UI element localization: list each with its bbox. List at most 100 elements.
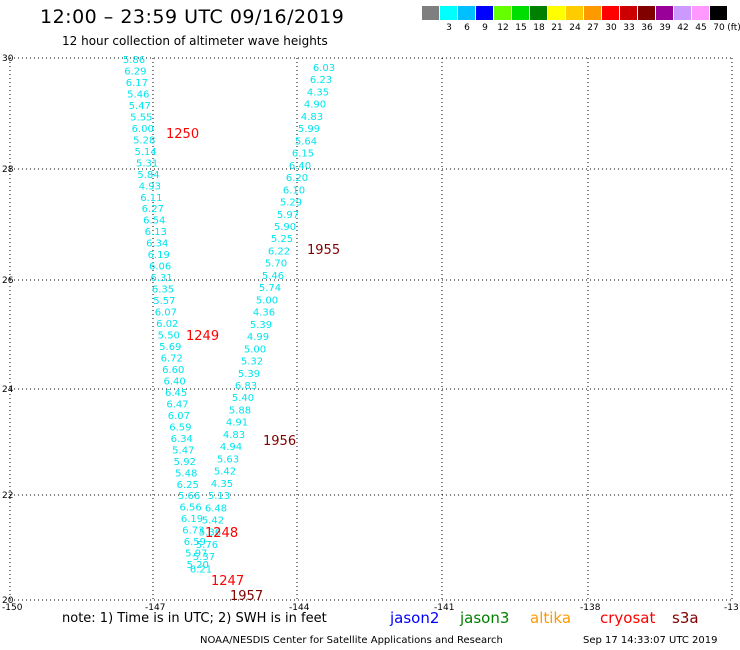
scale-label: 45 bbox=[695, 23, 707, 33]
wave-height-value: 5.00 bbox=[256, 295, 278, 306]
scale-label: 70 bbox=[713, 23, 725, 33]
scale-label: 12 bbox=[497, 23, 509, 33]
wave-height-value: 5.64 bbox=[295, 136, 317, 147]
wave-height-value: 6.20 bbox=[286, 173, 308, 184]
wave-height-value: 6.54 bbox=[143, 216, 165, 227]
scale-swatch bbox=[674, 6, 691, 20]
wave-height-value: 6.11 bbox=[140, 193, 162, 204]
wave-height-value: 5.32 bbox=[241, 357, 263, 368]
wave-height-value: 6.40 bbox=[289, 161, 311, 172]
wave-height-value: 6.56 bbox=[179, 503, 201, 514]
wave-height-value: 6.13 bbox=[145, 227, 167, 238]
scale-unit: (ft) bbox=[727, 23, 740, 33]
latitude-label: 24 bbox=[2, 385, 14, 395]
wave-height-value: 6.22 bbox=[268, 247, 290, 258]
scale-swatch bbox=[584, 6, 601, 20]
wave-height-value: 6.07 bbox=[155, 308, 177, 319]
longitude-label: -141 bbox=[434, 603, 454, 613]
satellite-legend-cryosat: cryosat bbox=[600, 609, 656, 627]
wave-height-value: 6.40 bbox=[163, 376, 185, 387]
scale-label: 36 bbox=[641, 23, 653, 33]
satellite-legend-altika: altika bbox=[530, 609, 572, 627]
wave-height-value: 4.83 bbox=[301, 112, 323, 123]
scale-label: 21 bbox=[551, 23, 563, 33]
wave-height-value: 6.47 bbox=[166, 399, 188, 410]
scale-swatch bbox=[692, 6, 709, 20]
pass-time-label: 1956 bbox=[263, 434, 296, 449]
longitude-label: -13 bbox=[724, 603, 739, 613]
scale-swatch bbox=[530, 6, 547, 20]
scale-swatch bbox=[710, 6, 727, 20]
wave-height-value: 5.31 bbox=[136, 158, 158, 169]
wave-height-value: 6.15 bbox=[292, 149, 314, 160]
wave-height-value: 5.84 bbox=[137, 170, 159, 181]
wave-height-value: 5.40 bbox=[232, 393, 254, 404]
wave-height-value: 4.35 bbox=[211, 479, 233, 490]
map-title: 12:00 – 23:59 UTC 09/16/2019 bbox=[40, 6, 345, 28]
wave-height-value: 4.83 bbox=[223, 430, 245, 441]
satellite-legend-jason2: jason2 bbox=[390, 609, 440, 627]
scale-label: 30 bbox=[605, 23, 617, 33]
wave-height-value: 5.99 bbox=[298, 124, 320, 135]
wave-height-value: 6.21 bbox=[190, 564, 212, 575]
longitude-label: -144 bbox=[289, 603, 310, 613]
wave-height-value: 5.88 bbox=[229, 405, 251, 416]
generated-timestamp: Sep 17 14:33:07 UTC 2019 bbox=[583, 635, 718, 646]
wave-height-value: 5.28 bbox=[133, 135, 155, 146]
wave-height-value: 5.37 bbox=[193, 552, 215, 563]
wave-height-value: 5.47 bbox=[172, 445, 194, 456]
longitude-label: -138 bbox=[580, 603, 601, 613]
wave-height-value: 6.83 bbox=[235, 381, 257, 392]
latitude-label: 26 bbox=[2, 276, 14, 286]
wave-height-value: 6.34 bbox=[171, 434, 193, 445]
wave-height-value: 5.29 bbox=[280, 198, 302, 209]
wave-height-value: 5.00 bbox=[244, 344, 266, 355]
scale-swatch bbox=[566, 6, 583, 20]
wave-height-value: 6.29 bbox=[124, 67, 146, 78]
wave-height-value: 5.47 bbox=[129, 101, 151, 112]
latitude-label: 28 bbox=[2, 165, 14, 175]
scale-swatch bbox=[512, 6, 529, 20]
wave-height-value: 6.59 bbox=[169, 422, 191, 433]
wave-height-value: 4.94 bbox=[220, 442, 242, 453]
pass-time-label: 1247 bbox=[211, 574, 244, 589]
scale-label: 42 bbox=[677, 23, 689, 33]
satellite-legend-s3a: s3a bbox=[672, 609, 699, 627]
wave-height-value: 5.25 bbox=[271, 234, 293, 245]
wave-height-value: 6.45 bbox=[165, 388, 187, 399]
wave-height-value: 6.23 bbox=[310, 75, 332, 86]
credit-line: NOAA/NESDIS Center for Satellite Applica… bbox=[200, 635, 503, 646]
wave-height-value: 5.13 bbox=[208, 491, 230, 502]
pass-time-label: 1249 bbox=[186, 329, 219, 344]
wave-height-value: 6.72 bbox=[161, 354, 183, 365]
scale-swatch bbox=[620, 6, 637, 20]
wave-height-value: 6.06 bbox=[149, 262, 171, 273]
wave-height-value: 6.00 bbox=[132, 124, 154, 135]
footnote: note: 1) Time is in UTC; 2) SWH is in fe… bbox=[62, 611, 327, 626]
scale-label: 27 bbox=[587, 23, 599, 33]
wave-height-value: 5.76 bbox=[196, 540, 218, 551]
wave-height-value: 4.93 bbox=[139, 181, 161, 192]
wave-height-value: 5.97 bbox=[185, 549, 207, 560]
pass-time-label: 1955 bbox=[307, 243, 340, 258]
wave-height-value: 5.90 bbox=[274, 222, 296, 233]
wave-height-value: 5.42 bbox=[214, 467, 236, 478]
wave-height-value: 4.35 bbox=[307, 88, 329, 99]
wave-height-value: 6.34 bbox=[146, 239, 168, 250]
pass-time-label: 1957 bbox=[230, 589, 263, 604]
scale-label: 39 bbox=[659, 23, 671, 33]
wave-height-value: 6.03 bbox=[313, 63, 335, 74]
wave-height-value: 5.36 bbox=[199, 528, 221, 539]
wave-height-value: 5.66 bbox=[178, 491, 200, 502]
latitude-label: 20 bbox=[2, 596, 14, 606]
longitude-label: -150 bbox=[2, 603, 23, 613]
scale-label: 6 bbox=[464, 23, 470, 33]
pass-time-label: 1250 bbox=[166, 127, 199, 142]
wave-height-value: 6.07 bbox=[168, 411, 190, 422]
wave-height-value: 6.35 bbox=[152, 285, 174, 296]
wave-height-value: 4.91 bbox=[226, 418, 248, 429]
wave-height-value: 5.46 bbox=[127, 89, 149, 100]
scale-label: 33 bbox=[623, 23, 635, 33]
scale-swatch bbox=[656, 6, 673, 20]
